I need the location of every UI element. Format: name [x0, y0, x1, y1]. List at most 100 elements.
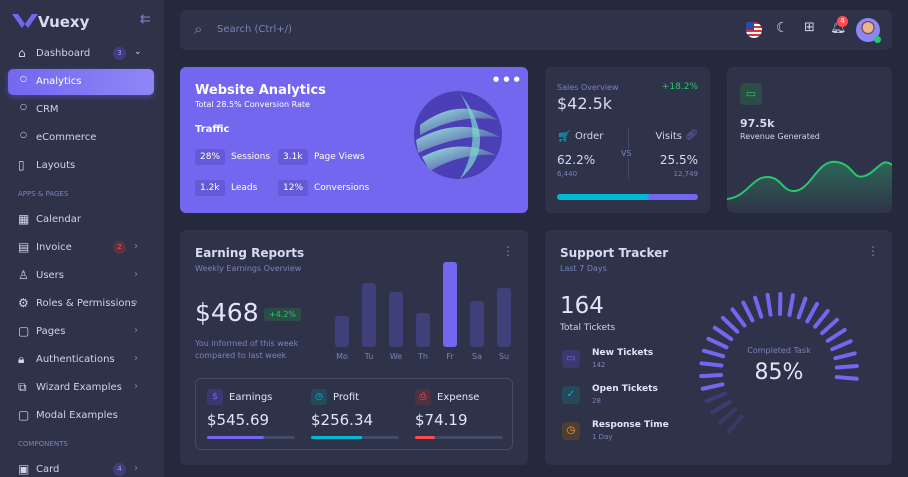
nav-item[interactable]: CRM	[36, 104, 59, 115]
nav-item[interactable]: Layouts	[36, 160, 76, 171]
card-title: Website Analytics	[195, 83, 326, 98]
menu[interactable]: ⋮	[867, 244, 879, 258]
shortcuts[interactable]: ⊞	[804, 20, 815, 35]
nav-item[interactable]: Authentications	[36, 354, 115, 365]
nav-item[interactable]: Invoice	[36, 242, 72, 253]
summary-icon: ⎙	[415, 389, 431, 405]
total-label: Total Tickets	[560, 323, 616, 333]
nav-item[interactable]: eCommerce	[36, 132, 97, 143]
gauge-label: Completed Task	[747, 346, 811, 355]
nav-item[interactable]: Card	[36, 464, 60, 475]
nav-active-bg	[8, 69, 154, 95]
gauge-tick	[833, 351, 857, 361]
topbar: ⌕ Search (Ctrl+/) ☾ ⊞ 🔔︎ 4	[180, 10, 892, 50]
visits-icon: 🔗︎	[685, 130, 698, 141]
nav-badge: 2	[113, 241, 126, 254]
gauge-tick	[741, 300, 755, 323]
ticket-label: Response Time	[592, 420, 669, 430]
nav-icon: ▣	[18, 462, 30, 476]
earning-reports-card: Earning Reports Weekly Earnings Overview…	[180, 230, 528, 465]
gauge-tick	[730, 307, 747, 328]
card-subtitle: Last 7 Days	[560, 264, 607, 273]
carousel-dots[interactable]: ● ● ●	[493, 75, 521, 83]
bar	[362, 283, 376, 347]
nav-section: APPS & PAGES	[18, 190, 69, 198]
nav-caret: ›	[134, 463, 138, 474]
theme-toggle[interactable]: ☾	[776, 20, 789, 36]
nav-item[interactable]: Dashboard	[36, 48, 91, 59]
stat-value: 3.1k	[278, 149, 308, 165]
website-analytics-card: Website Analytics Total 28.5% Conversion…	[180, 67, 528, 213]
revenue-label: Revenue Generated	[740, 132, 820, 141]
x-tick-label: Su	[499, 352, 509, 361]
card-subtitle: Total 28.5% Conversion Rate	[195, 100, 310, 109]
x-tick-label: Fr	[446, 352, 454, 361]
stat-value: 1.2k	[195, 180, 225, 196]
gauge-tick	[710, 400, 732, 415]
total-tickets: 164	[560, 293, 604, 319]
nav-item[interactable]: Analytics	[36, 76, 82, 87]
gauge-tick	[813, 309, 830, 329]
search-icon[interactable]: ⌕	[194, 20, 203, 38]
order-percent: 62.2%	[557, 153, 596, 167]
gauge-tick	[720, 315, 740, 334]
sales-overview-card: Sales Overview +18.2% $42.5k 🛒︎ Order 62…	[545, 67, 710, 213]
stat-label: Conversions	[314, 183, 370, 193]
nav-icon: ○	[20, 130, 27, 139]
summary-label: Expense	[437, 392, 480, 403]
amount: $468	[195, 298, 259, 327]
earning-chart: Mo Tu We Th Fr Sa Su	[335, 262, 511, 361]
nav-item[interactable]: Wizard Examples	[36, 382, 122, 393]
gauge-tick	[834, 375, 859, 381]
bar	[443, 262, 457, 347]
visits-percent: 25.5%	[659, 153, 698, 167]
card-title: Earning Reports	[195, 246, 305, 260]
nav-caret: ⌄	[134, 47, 142, 57]
bar	[470, 301, 484, 347]
nav-caret: ›	[134, 269, 138, 280]
ticket-value: 28	[592, 397, 601, 405]
gauge	[699, 292, 859, 434]
order-count: 6,440	[557, 170, 578, 178]
ticket-label: Open Tickets	[592, 384, 658, 394]
nav-icon: ⚙	[18, 296, 29, 310]
stat-value: 28%	[195, 149, 226, 165]
note: You informed of this week compared to la…	[195, 339, 299, 360]
menu[interactable]: ⋮	[502, 244, 514, 258]
x-tick-label: Sa	[472, 352, 482, 361]
search-input[interactable]: Search (Ctrl+/)	[217, 24, 292, 35]
summary-progress	[311, 436, 399, 439]
nav-icon: ▯	[18, 158, 25, 172]
nav-icon: ○	[20, 74, 27, 83]
nav-item[interactable]: Pages	[36, 326, 66, 337]
gauge-value: 85%	[754, 360, 804, 385]
nav-item[interactable]: Users	[36, 270, 65, 281]
nav-badge: 3	[113, 47, 126, 60]
gauge-tick	[699, 361, 724, 368]
illustration	[414, 91, 502, 179]
gauge-tick	[704, 391, 728, 403]
gauge-tick	[787, 293, 796, 317]
bar	[335, 316, 349, 347]
progress-bar	[557, 194, 698, 200]
nav-item[interactable]: Roles & Permissions	[36, 298, 137, 309]
nav-icon: 🔒︎	[18, 352, 25, 366]
order-icon: 🛒︎	[557, 130, 571, 143]
ticket-icon: ▭	[562, 350, 580, 368]
summary-progress	[207, 436, 295, 439]
nav-caret: ›	[134, 381, 138, 392]
change: +18.2%	[661, 82, 698, 92]
nav-icon: ▤	[18, 240, 30, 254]
nav-item[interactable]: Calendar	[36, 214, 81, 225]
language-flag[interactable]	[746, 22, 762, 38]
visits-label: Visits	[655, 131, 682, 142]
gauge-tick	[753, 295, 764, 319]
gauge-tick	[765, 292, 773, 317]
gauge-tick	[712, 325, 734, 342]
sparkline	[727, 160, 892, 213]
nav-item[interactable]: Modal Examples	[36, 410, 118, 421]
collapse-icon[interactable]: ⇇	[140, 12, 151, 27]
ticket-label: New Tickets	[592, 348, 654, 358]
nav-icon: ▦	[18, 212, 30, 226]
gauge-tick	[825, 327, 847, 343]
